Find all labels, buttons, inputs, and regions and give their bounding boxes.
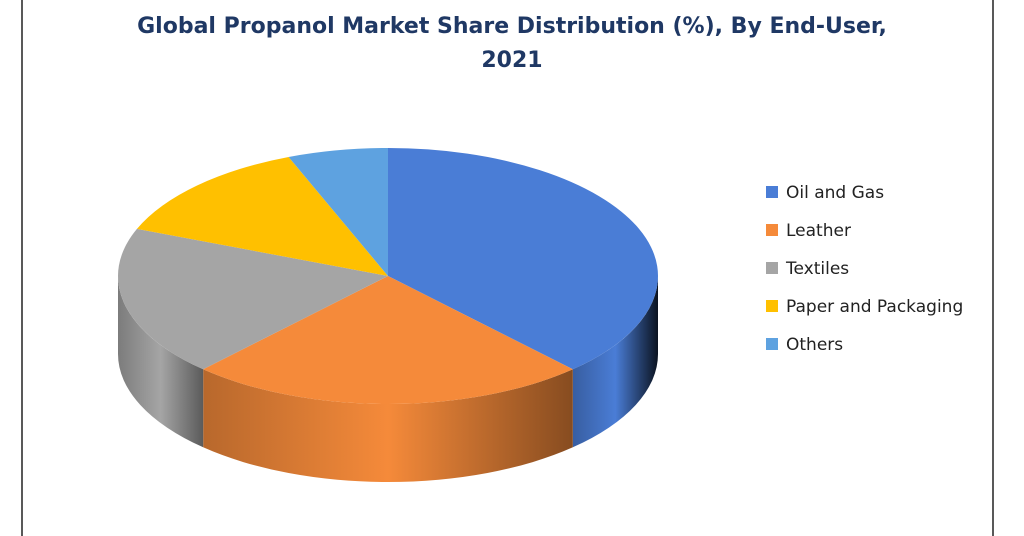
slice [288, 148, 388, 276]
legend-label: Paper and Packaging [786, 297, 963, 317]
slice [388, 148, 658, 370]
legend-label: Others [786, 335, 843, 355]
chart-title: Global Propanol Market Share Distributio… [137, 14, 887, 73]
slice-side [203, 369, 573, 483]
slice-side [572, 276, 658, 448]
slice-side [118, 276, 204, 448]
legend-label: Textiles [785, 259, 849, 279]
slice [203, 276, 573, 405]
legend-swatch [766, 262, 778, 274]
slice [118, 228, 388, 370]
legend-swatch [766, 186, 778, 198]
legend-label: Leather [786, 221, 851, 241]
legend-label: Oil and Gas [786, 183, 884, 203]
legend-swatch [766, 338, 778, 350]
slice [136, 156, 388, 276]
legend-swatch [766, 224, 778, 236]
legend-swatch [766, 300, 778, 312]
